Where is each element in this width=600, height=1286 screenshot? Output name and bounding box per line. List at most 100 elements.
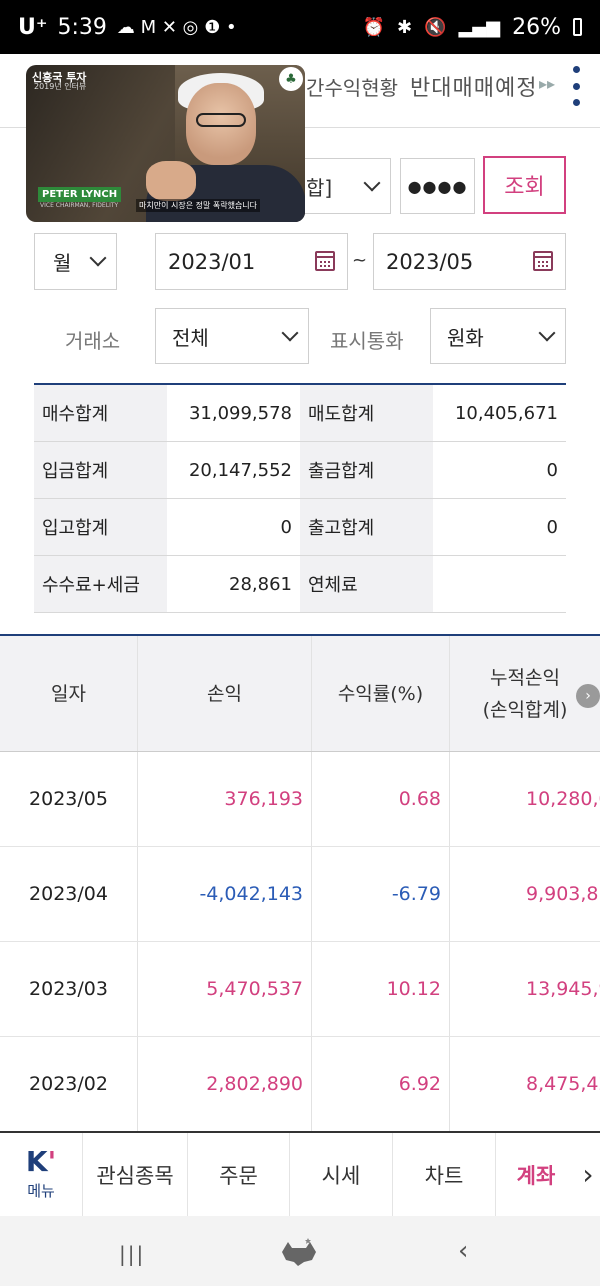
row-pnl: 376,193 [138,752,312,846]
end-date-input[interactable]: 2023/05 [373,233,566,290]
account-type-select[interactable]: 합] [296,158,391,214]
currency-value: 원화 [447,325,484,350]
row-cumulative: 13,945,95 [526,978,600,1000]
row-rate: 10.12 [312,942,450,1036]
summary-row: 수수료+세금 28,861 연체료 [34,556,566,613]
row-cumulative: 9,903,81 [526,883,600,905]
video-channel-title: 신흥국 투자 [32,71,87,84]
summary-value: 0 [546,516,558,538]
header-rate: 수익률(%) [312,636,450,751]
video-speaker-name: PETER LYNCH [38,187,122,202]
video-overlay[interactable]: 신흥국 투자 2019년 인터뷰 ♣ PETER LYNCH VICE CHAI… [26,65,305,222]
header-cumulative-line2: (손익합계) [482,698,568,721]
status-bar: U⁺ 5:39 ☁ M ✕ ◎ ❶ • ⏰ ✱ 🔇 ▂▄▆ 26% [0,0,600,54]
summary-value: 28,861 [229,573,292,595]
start-date-value: 2023/01 [168,249,256,274]
bluetooth-icon: ✱ [397,16,413,38]
notification-icons: ☁ M ✕ ◎ ❶ • [116,16,237,38]
date-range-separator: ~ [352,250,368,271]
summary-value: 10,405,671 [454,402,558,424]
summary-value [433,556,566,612]
summary-label: 출금합계 [300,442,433,498]
tab-period-profit[interactable]: 간수익현황 [306,76,398,100]
row-cumulative: 10,280,00 [526,788,600,810]
video-person-hand [146,161,196,201]
currency-select[interactable]: 원화 [430,308,566,364]
carrier-label: U⁺ [18,14,48,40]
battery-icon [573,18,582,36]
profit-table[interactable]: 일자 손익 수익률(%) 누적손익 (손익합계) › 2023/05 376,1… [0,634,600,1132]
video-caption: 마치만이 시장은 정말 폭락했습니다 [136,199,261,212]
password-input[interactable]: ●●●● [400,158,475,214]
summary-row: 입금합계 20,147,552 출금합계 0 [34,442,566,499]
header-cumulative: 누적손익 (손익합계) [450,636,600,751]
period-unit-value: 월 [53,251,72,275]
menu-item-order[interactable]: 주문 [188,1133,290,1216]
menu-item-chart[interactable]: 차트 [393,1133,496,1216]
header-date: 일자 [0,636,138,751]
row-pnl: 5,470,537 [138,942,312,1036]
summary-label: 연체료 [300,556,433,612]
exchange-value: 전체 [172,325,209,350]
header-cumulative-line1: 누적손익 [490,666,560,689]
row-cumulative: 8,475,42 [526,1073,600,1095]
menu-label: 메뉴 [27,1182,55,1200]
end-date-value: 2023/05 [386,249,474,274]
tabs-more-arrow-icon[interactable]: ▸▸ [539,74,556,93]
more-options-icon[interactable] [568,66,584,106]
row-date: 2023/03 [0,942,138,1036]
summary-value: 31,099,578 [188,402,292,424]
signal-icon: ▂▄▆ [458,16,501,38]
row-rate: -6.79 [312,847,450,941]
table-row[interactable]: 2023/02 2,802,890 6.92 8,475,42 [0,1037,600,1132]
summary-label: 매도합계 [300,385,433,441]
row-date: 2023/04 [0,847,138,941]
scroll-right-icon[interactable]: › [576,684,600,708]
menu-item-quote[interactable]: 시세 [290,1133,393,1216]
video-speaker-role: VICE CHAIRMAN, FIDELITY [40,202,119,209]
summary-label: 입고합계 [34,499,167,555]
menu-item-watchlist[interactable]: 관심종목 [83,1133,188,1216]
tab-forced-liquidation[interactable]: 반대매매예정 [410,76,538,101]
chevron-down-icon [363,174,381,192]
battery-level: 26% [512,14,561,40]
period-unit-select[interactable]: 월 [34,233,117,290]
summary-row: 매수합계 31,099,578 매도합계 10,405,671 [34,385,566,442]
account-type-value: 합] [306,175,333,200]
summary-label: 입금합계 [34,442,167,498]
recent-apps-icon[interactable]: ||| [119,1242,146,1266]
calendar-icon[interactable] [533,251,553,271]
row-rate: 0.68 [312,752,450,846]
mute-icon: 🔇 [424,16,447,38]
table-header: 일자 손익 수익률(%) 누적손익 (손익합계) › [0,636,600,752]
video-episode: 2019년 인터뷰 [34,82,87,91]
currency-label: 표시통화 [330,329,404,353]
row-pnl: 2,802,890 [138,1037,312,1131]
chevron-down-icon [281,324,299,342]
password-mask: ●●●● [407,176,468,196]
alarm-icon: ⏰ [362,16,386,38]
menu-next-icon[interactable]: › [582,1158,594,1191]
summary-table: 매수합계 31,099,578 매도합계 10,405,671 입금합계 20,… [34,383,566,613]
chevron-down-icon [89,249,107,267]
row-rate: 6.92 [312,1037,450,1131]
table-row[interactable]: 2023/05 376,193 0.68 10,280,00 [0,752,600,847]
start-date-input[interactable]: 2023/01 [155,233,348,290]
summary-value: 20,147,552 [188,459,292,481]
menu-item-account[interactable]: 계좌 [516,1163,556,1188]
table-row[interactable]: 2023/03 5,470,537 10.12 13,945,95 [0,942,600,1037]
tree-logo-icon: ♣ [279,67,303,91]
header-pnl: 손익 [138,636,312,751]
table-row[interactable]: 2023/04 -4,042,143 -6.79 9,903,81 [0,847,600,942]
exchange-select[interactable]: 전체 [155,308,309,364]
query-button[interactable]: 조회 [483,156,566,214]
menu-home-button[interactable]: K' 메뉴 [0,1133,83,1216]
video-person-glasses [196,113,246,127]
summary-label: 출고합계 [300,499,433,555]
home-fox-icon[interactable] [278,1234,320,1268]
row-date: 2023/05 [0,752,138,846]
calendar-icon[interactable] [315,251,335,271]
back-icon[interactable]: ‹ [458,1236,469,1266]
bottom-menu: K' 메뉴 관심종목 주문 시세 차트 계좌 › [0,1131,600,1216]
summary-value: 0 [546,459,558,481]
